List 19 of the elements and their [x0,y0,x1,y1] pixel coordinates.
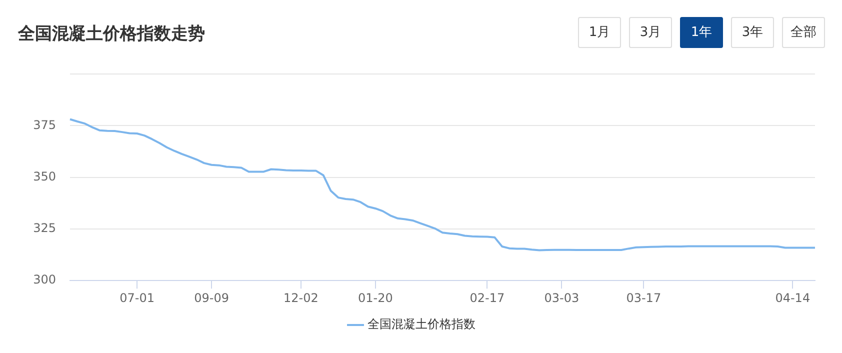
x-tick-label: 03-17 [626,290,662,305]
x-tick-label: 03-03 [544,290,580,305]
y-tick-label: 350 [33,169,56,184]
range-button[interactable]: 3年 [731,17,774,48]
x-tick-label: 01-20 [358,290,393,305]
range-button[interactable]: 1月 [578,17,621,48]
x-tick-label: 09-09 [194,290,229,305]
x-tick-label: 12-02 [284,290,318,305]
y-tick-label: 375 [33,118,56,132]
range-button[interactable]: 全部 [782,17,825,48]
x-tick-label: 07-01 [120,290,154,305]
range-button[interactable]: 1年 [680,17,723,48]
legend-label: 全国混凝土价格指数 [368,317,476,332]
x-tick-label: 02-17 [470,290,505,305]
chart-title: 全国混凝土价格指数走势 [18,23,205,45]
y-tick-label: 325 [33,221,56,236]
range-button[interactable]: 3月 [629,17,672,48]
x-tick-label: 04-14 [775,290,810,305]
y-tick-label: 300 [33,272,56,287]
